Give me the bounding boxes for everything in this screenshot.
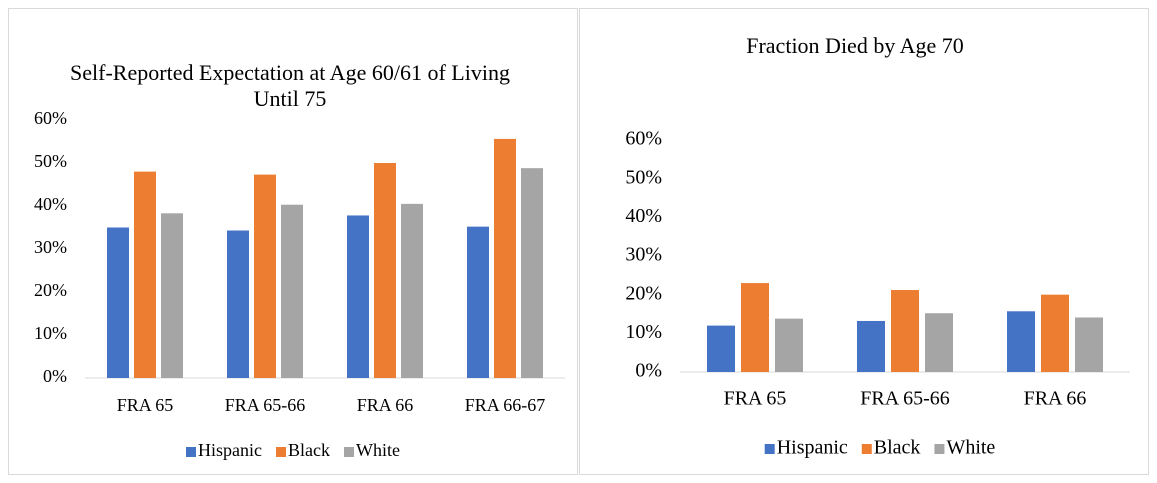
y-tick-label: 20%	[625, 282, 662, 304]
bar	[107, 227, 129, 378]
y-tick-label: 60%	[625, 128, 662, 150]
bar	[467, 226, 489, 378]
bar	[707, 325, 735, 372]
bar	[741, 283, 769, 372]
bar	[1007, 311, 1035, 372]
legend-swatch	[344, 447, 354, 457]
bar	[1075, 317, 1103, 372]
bar	[775, 318, 803, 372]
bar	[521, 168, 543, 378]
y-tick-label: 20%	[34, 280, 67, 300]
bar	[161, 213, 183, 378]
bar	[134, 171, 156, 378]
bar	[857, 320, 885, 372]
bar	[254, 174, 276, 378]
x-tick-label: FRA 65	[117, 395, 174, 415]
bar	[891, 290, 919, 372]
legend-swatch	[186, 447, 197, 457]
y-tick-label: 50%	[625, 166, 662, 188]
x-tick-label: FRA 65-66	[860, 388, 949, 410]
legend-swatch	[276, 447, 286, 457]
legend-label: Black	[874, 437, 921, 459]
chart-title: Self-Reported Expectation at Age 60/61 o…	[70, 60, 510, 111]
x-tick-label: FRA 65-66	[225, 395, 306, 415]
bar	[374, 163, 396, 378]
y-tick-label: 40%	[34, 194, 67, 214]
y-tick-label: 0%	[43, 366, 67, 386]
legend-label: White	[356, 440, 400, 460]
y-tick-label: 0%	[635, 360, 662, 382]
legend-label: Black	[288, 440, 330, 460]
legend-label: Hispanic	[198, 440, 262, 460]
legend-label: White	[946, 437, 995, 459]
legend-swatch	[861, 444, 872, 454]
bar	[925, 313, 953, 372]
x-tick-label: FRA 66	[1024, 388, 1087, 410]
bar	[1041, 294, 1069, 372]
panel-border	[579, 8, 1149, 475]
x-tick-label: FRA 66	[357, 395, 414, 415]
y-tick-label: 50%	[34, 151, 67, 171]
bar	[494, 138, 516, 378]
chart-title: Fraction Died by Age 70	[746, 33, 964, 58]
legend-swatch	[764, 444, 775, 454]
y-tick-label: 30%	[34, 237, 67, 257]
bar	[401, 203, 423, 378]
bar	[227, 230, 249, 378]
y-tick-label: 60%	[34, 108, 67, 128]
x-tick-label: FRA 66-67	[465, 395, 546, 415]
bar	[281, 204, 303, 378]
legend-swatch	[934, 444, 945, 454]
panel-border	[8, 8, 578, 475]
x-tick-label: FRA 65	[724, 388, 787, 410]
bar	[347, 215, 369, 378]
legend-label: Hispanic	[777, 437, 848, 459]
y-tick-label: 10%	[34, 323, 67, 343]
y-tick-label: 10%	[625, 321, 662, 343]
y-tick-label: 40%	[625, 205, 662, 227]
y-tick-label: 30%	[625, 244, 662, 266]
